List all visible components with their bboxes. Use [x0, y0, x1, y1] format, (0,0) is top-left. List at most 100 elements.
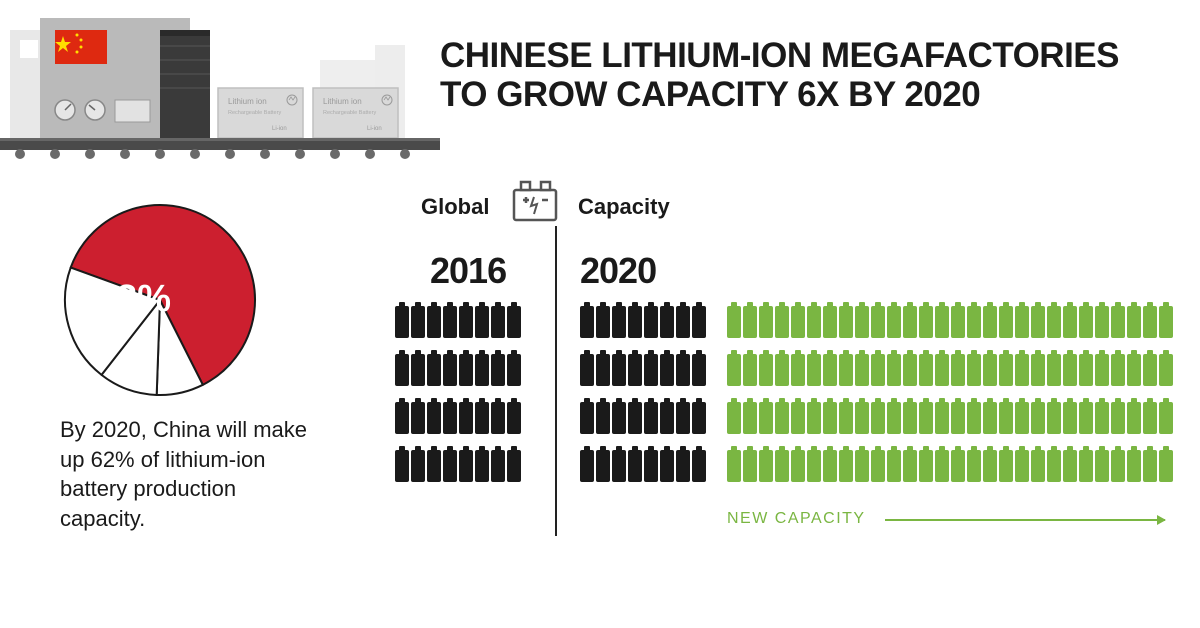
new-capacity-arrow: [885, 519, 1165, 521]
battery-unit: [660, 350, 674, 386]
battery-unit: [1031, 446, 1045, 482]
battery-unit: [983, 446, 997, 482]
battery-grid-2020-existing: [580, 302, 706, 494]
battery-unit: [951, 398, 965, 434]
year-2020-label: 2020: [580, 250, 656, 292]
battery-unit: [443, 398, 457, 434]
battery-unit: [823, 302, 837, 338]
svg-text:Li-ion: Li-ion: [272, 126, 287, 132]
battery-unit: [951, 350, 965, 386]
battery-unit: [983, 302, 997, 338]
battery-grid-2020-new: [727, 302, 1173, 494]
battery-unit: [475, 446, 489, 482]
battery-unit: [612, 350, 626, 386]
battery-grid-2016: [395, 302, 521, 494]
battery-unit: [919, 302, 933, 338]
battery-unit: [1095, 398, 1109, 434]
battery-unit: [443, 302, 457, 338]
battery-unit: [475, 302, 489, 338]
battery-unit: [1063, 302, 1077, 338]
battery-unit: [967, 350, 981, 386]
battery-unit: [1015, 398, 1029, 434]
battery-unit: [1031, 350, 1045, 386]
battery-unit: [692, 350, 706, 386]
battery-unit: [1079, 398, 1093, 434]
battery-unit: [427, 398, 441, 434]
battery-unit: [676, 302, 690, 338]
battery-unit: [612, 398, 626, 434]
battery-unit: [791, 350, 805, 386]
battery-unit: [1095, 350, 1109, 386]
battery-unit: [596, 398, 610, 434]
battery-unit: [727, 302, 741, 338]
battery-unit: [1063, 350, 1077, 386]
battery-unit: [807, 398, 821, 434]
battery-unit: [1015, 302, 1029, 338]
battery-unit: [1047, 446, 1061, 482]
battery-unit: [935, 398, 949, 434]
battery-unit: [983, 350, 997, 386]
battery-unit: [823, 446, 837, 482]
battery-unit: [596, 350, 610, 386]
battery-unit: [839, 398, 853, 434]
battery-unit: [1047, 398, 1061, 434]
battery-unit: [1079, 302, 1093, 338]
battery-unit: [1159, 398, 1173, 434]
battery-unit: [692, 302, 706, 338]
battery-unit: [475, 398, 489, 434]
global-label-right: Capacity: [578, 194, 670, 220]
battery-unit: [759, 398, 773, 434]
battery-icon: [508, 178, 563, 226]
battery-unit: [1127, 350, 1141, 386]
battery-unit: [692, 398, 706, 434]
battery-unit: [855, 446, 869, 482]
battery-unit: [1111, 446, 1125, 482]
svg-text:Lithium ion: Lithium ion: [323, 97, 362, 106]
battery-unit: [1063, 446, 1077, 482]
battery-unit: [887, 302, 901, 338]
battery-unit: [1127, 398, 1141, 434]
battery-unit: [759, 350, 773, 386]
battery-unit: [823, 350, 837, 386]
battery-unit: [887, 446, 901, 482]
battery-unit: [612, 446, 626, 482]
battery-unit: [1079, 350, 1093, 386]
battery-unit: [983, 398, 997, 434]
battery-unit: [1111, 398, 1125, 434]
battery-unit: [999, 446, 1013, 482]
battery-unit: [951, 446, 965, 482]
battery-unit: [676, 446, 690, 482]
battery-unit: [580, 350, 594, 386]
battery-unit: [507, 398, 521, 434]
battery-unit: [596, 446, 610, 482]
battery-unit: [1159, 350, 1173, 386]
battery-unit: [1015, 350, 1029, 386]
battery-unit: [676, 398, 690, 434]
battery-unit: [395, 398, 409, 434]
battery-unit: [903, 350, 917, 386]
battery-unit: [839, 446, 853, 482]
battery-unit: [791, 398, 805, 434]
battery-unit: [459, 350, 473, 386]
battery-unit: [628, 350, 642, 386]
battery-unit: [596, 302, 610, 338]
battery-unit: [628, 398, 642, 434]
battery-unit: [967, 398, 981, 434]
battery-unit: [411, 302, 425, 338]
new-capacity-label: NEW CAPACITY: [727, 510, 866, 528]
year-2016-label: 2016: [430, 250, 506, 292]
battery-unit: [871, 302, 885, 338]
battery-unit: [1143, 350, 1157, 386]
battery-unit: [644, 302, 658, 338]
battery-unit: [935, 302, 949, 338]
battery-unit: [1143, 446, 1157, 482]
battery-unit: [427, 350, 441, 386]
content-area: 62% By 2020, China will make up 62% of l…: [0, 200, 1200, 620]
battery-unit: [491, 398, 505, 434]
pie-chart-area: 62% By 2020, China will make up 62% of l…: [60, 200, 320, 400]
battery-unit: [427, 302, 441, 338]
battery-unit: [967, 302, 981, 338]
battery-unit: [839, 302, 853, 338]
battery-unit: [887, 398, 901, 434]
battery-unit: [580, 398, 594, 434]
